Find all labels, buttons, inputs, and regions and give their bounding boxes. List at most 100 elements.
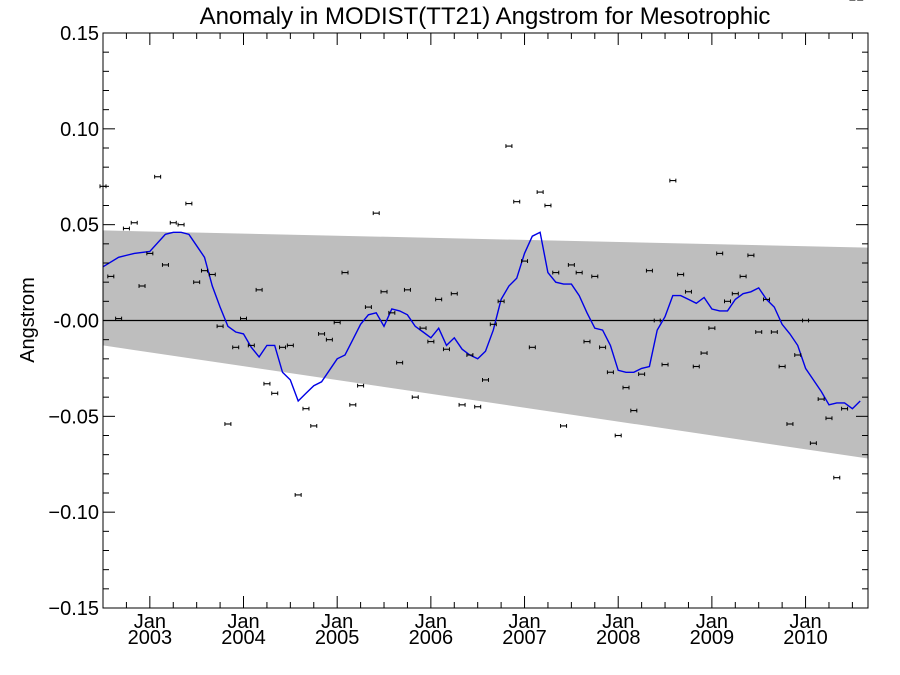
data-point	[763, 297, 771, 302]
data-point	[489, 322, 497, 327]
data-point	[294, 493, 302, 497]
data-point	[497, 299, 505, 304]
data-points-layer	[99, 0, 864, 497]
data-point	[310, 424, 318, 428]
data-point	[466, 353, 474, 357]
data-point	[435, 297, 443, 302]
data-point	[817, 397, 825, 401]
x-axis: Jan2003Jan2004Jan2005Jan2006Jan2007Jan20…	[102, 33, 853, 649]
data-point	[552, 270, 560, 275]
data-point	[200, 268, 208, 273]
data-point	[161, 263, 169, 267]
x-tick-month-label: Jan	[227, 611, 259, 633]
smooth-line-layer	[102, 231, 861, 410]
data-point	[528, 345, 536, 350]
data-point	[809, 441, 817, 446]
y-tick-label: 0.15	[60, 23, 99, 45]
confidence-band-layer	[103, 230, 868, 459]
data-point	[614, 433, 622, 438]
data-point	[567, 263, 575, 267]
data-point	[606, 370, 614, 375]
data-point	[560, 424, 568, 428]
x-tick-month-label: Jan	[602, 611, 634, 633]
data-point	[357, 383, 365, 388]
data-point	[474, 404, 482, 409]
data-point	[645, 268, 653, 273]
data-point	[536, 190, 544, 194]
data-point	[482, 378, 489, 382]
data-point	[442, 347, 450, 352]
y-tick-label: 0.10	[60, 119, 99, 141]
data-point	[786, 422, 794, 426]
x-tick-month-label: Jan	[789, 611, 821, 633]
data-point	[599, 345, 607, 350]
y-axis-label: Angstrom	[17, 277, 39, 363]
x-tick-month-label: Jan	[508, 611, 540, 633]
data-point	[122, 226, 130, 231]
data-point	[224, 422, 232, 426]
data-point	[661, 362, 669, 367]
data-point	[419, 326, 427, 331]
data-point	[755, 330, 763, 334]
data-point	[638, 372, 646, 377]
data-point	[216, 324, 224, 329]
data-point	[723, 299, 731, 304]
data-point	[692, 364, 700, 369]
y-axis: 0.15 0.10 0.05 -0.00 −0.05 −0.10 −0.15	[48, 23, 868, 620]
data-point	[778, 364, 786, 369]
data-point	[747, 253, 755, 258]
data-point	[115, 316, 123, 321]
smoothed-series-line	[102, 231, 861, 410]
data-point	[583, 339, 591, 344]
data-point	[825, 416, 833, 421]
data-point	[247, 343, 255, 348]
data-point	[716, 251, 724, 256]
data-point	[653, 318, 661, 323]
data-point	[138, 284, 146, 288]
data-point	[458, 402, 466, 407]
data-point	[185, 201, 193, 206]
data-point	[427, 339, 435, 344]
x-tick-year-label: 2009	[690, 627, 735, 649]
data-point	[325, 337, 333, 342]
data-point	[450, 291, 458, 296]
y-tick-label: -0.00	[53, 311, 99, 333]
x-tick-year-label: 2003	[128, 627, 173, 649]
data-point	[130, 220, 138, 225]
x-tick-month-label: Jan	[696, 611, 728, 633]
data-point	[684, 289, 692, 294]
data-point	[833, 475, 841, 480]
data-point	[630, 408, 638, 413]
data-point	[669, 178, 677, 183]
data-point	[232, 345, 240, 350]
data-point	[403, 287, 411, 292]
chart-title: Anomaly in MODIST(TT21) Angstrom for Mes…	[200, 3, 771, 30]
x-tick-year-label: 2010	[783, 627, 828, 649]
data-point	[575, 270, 583, 275]
data-point	[521, 259, 529, 263]
data-point	[154, 174, 162, 179]
x-tick-year-label: 2007	[502, 627, 547, 649]
y-tick-label: −0.15	[48, 598, 99, 620]
confidence-band	[103, 230, 868, 459]
data-point	[677, 272, 685, 277]
data-point	[591, 274, 599, 279]
data-point	[380, 289, 388, 294]
data-point	[193, 280, 201, 285]
y-tick-label: −0.05	[48, 406, 99, 428]
data-point	[255, 287, 263, 292]
data-point	[107, 274, 115, 279]
data-point	[208, 272, 216, 277]
x-tick-month-label: Jan	[321, 611, 353, 633]
data-point	[622, 385, 630, 390]
data-point	[279, 345, 287, 350]
data-point	[841, 406, 849, 411]
x-tick-year-label: 2004	[221, 627, 266, 649]
y-tick-label: 0.05	[60, 215, 99, 237]
data-point	[341, 270, 349, 275]
data-point	[169, 220, 177, 225]
x-tick-month-label: Jan	[415, 611, 447, 633]
y-tick-label: −0.10	[48, 502, 99, 524]
data-point	[388, 310, 396, 315]
